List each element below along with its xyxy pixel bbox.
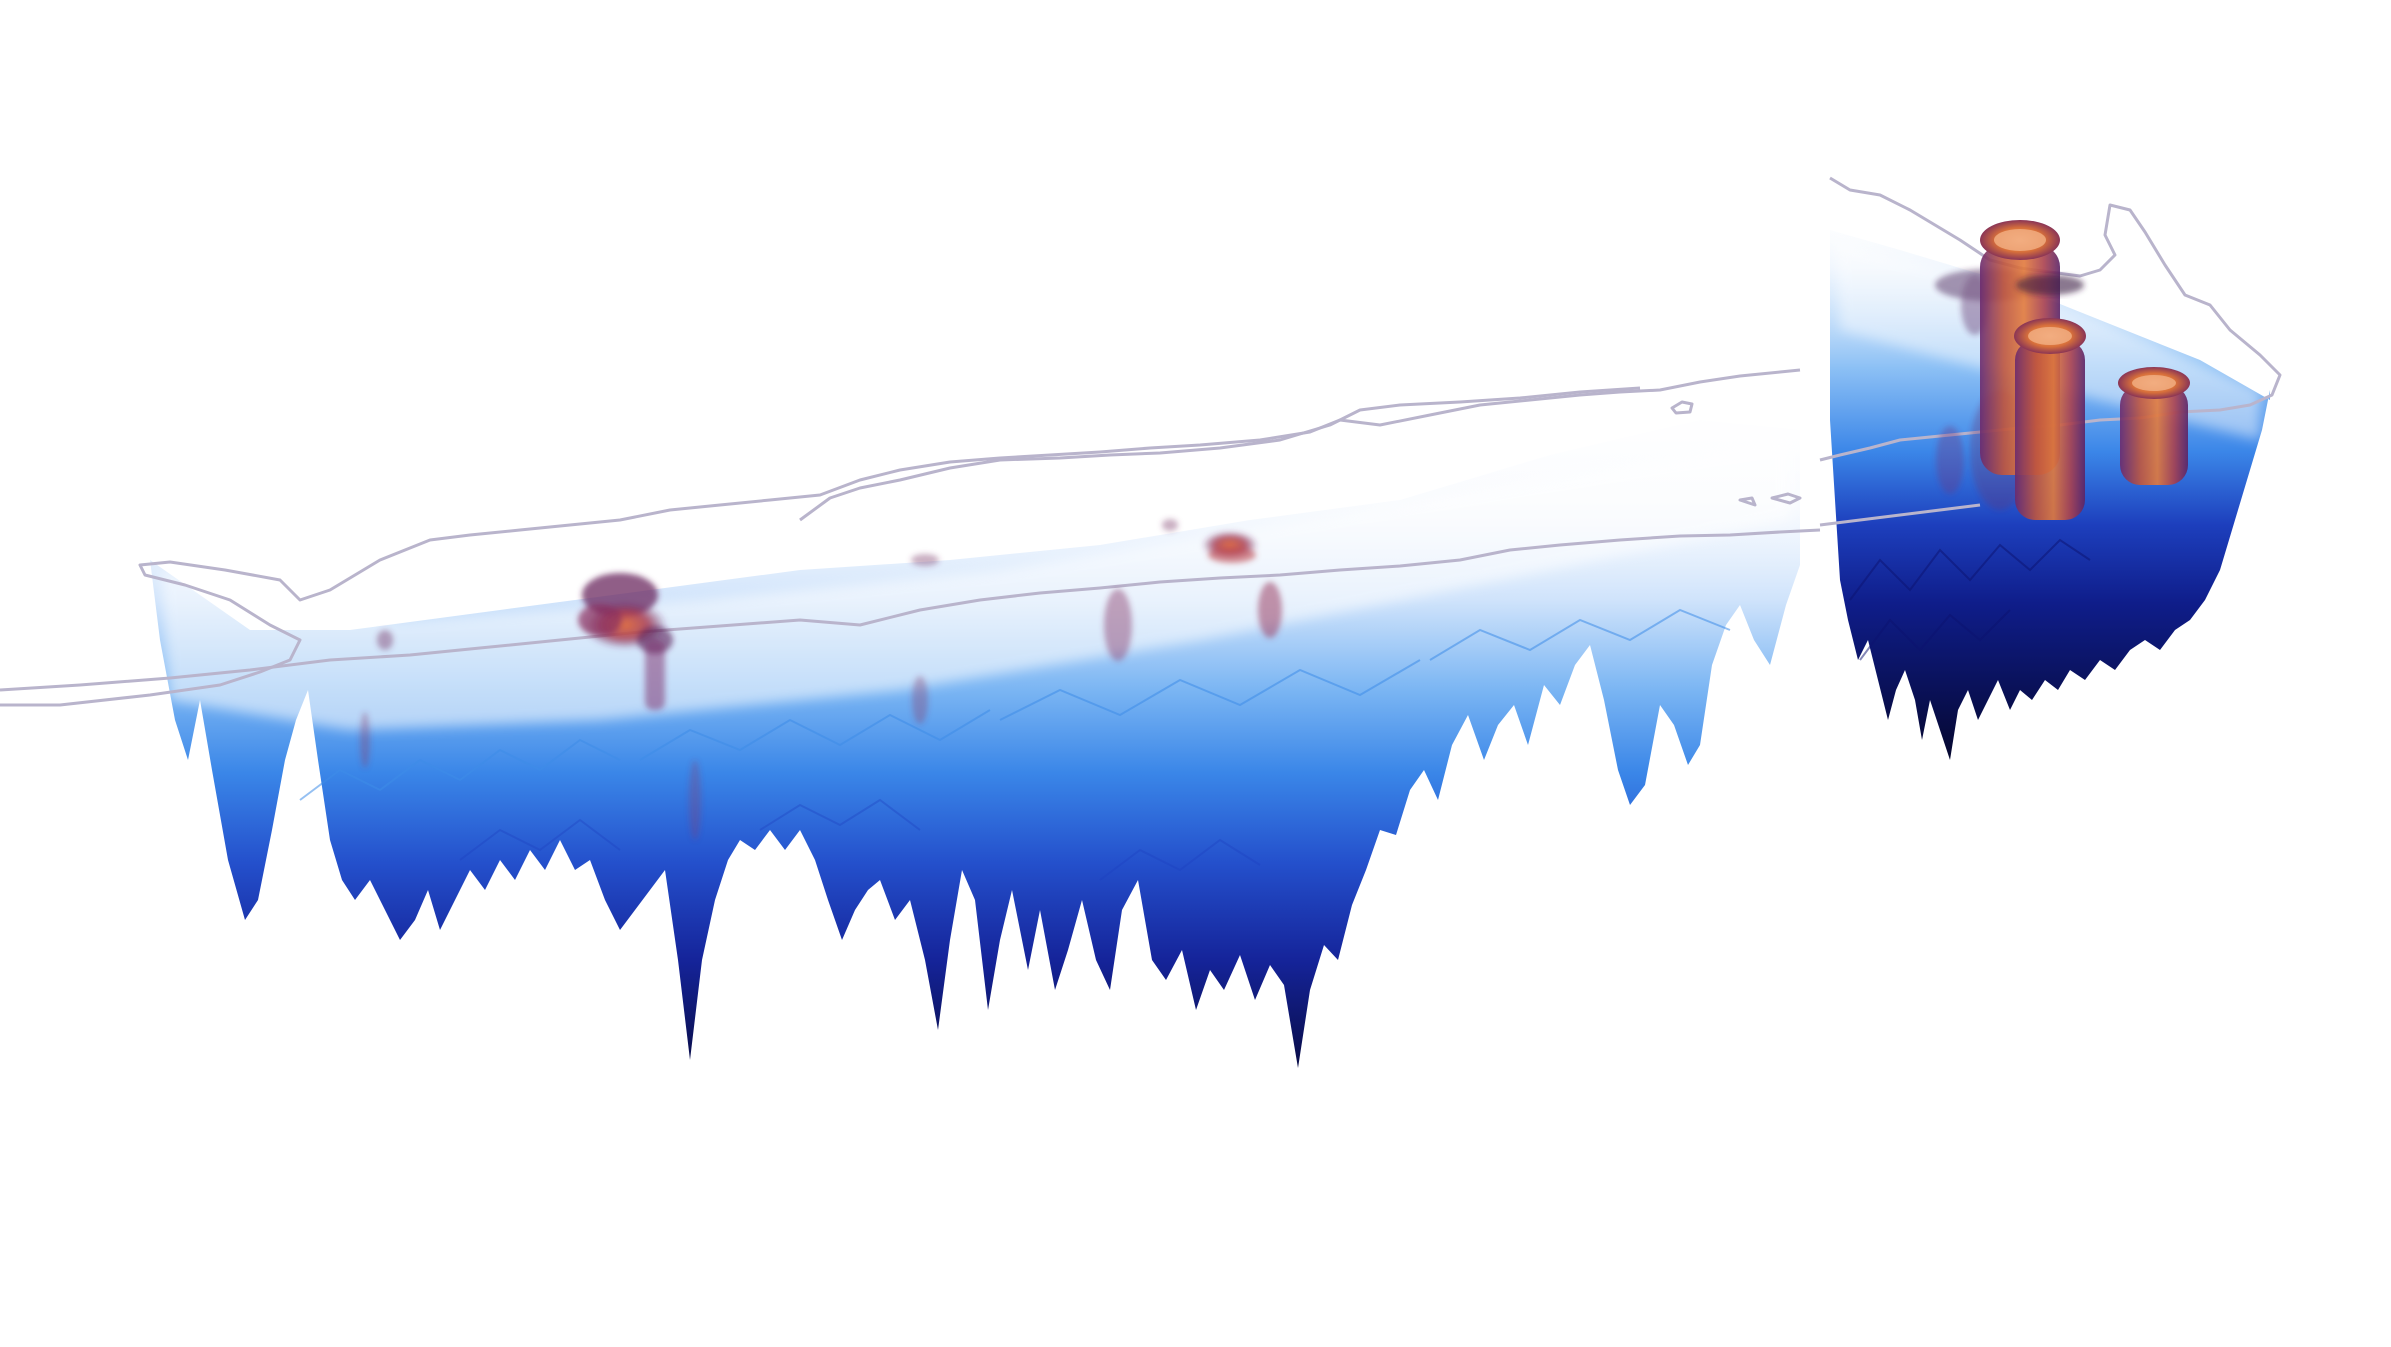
anomaly-cylinder-2	[2014, 318, 2086, 520]
subsurface-anomalies-west	[360, 519, 1282, 840]
anomaly-cylinder-3	[2118, 367, 2190, 485]
west-terrain-surface	[150, 420, 1800, 1068]
subsurface-anomalies-east	[1935, 220, 2190, 520]
